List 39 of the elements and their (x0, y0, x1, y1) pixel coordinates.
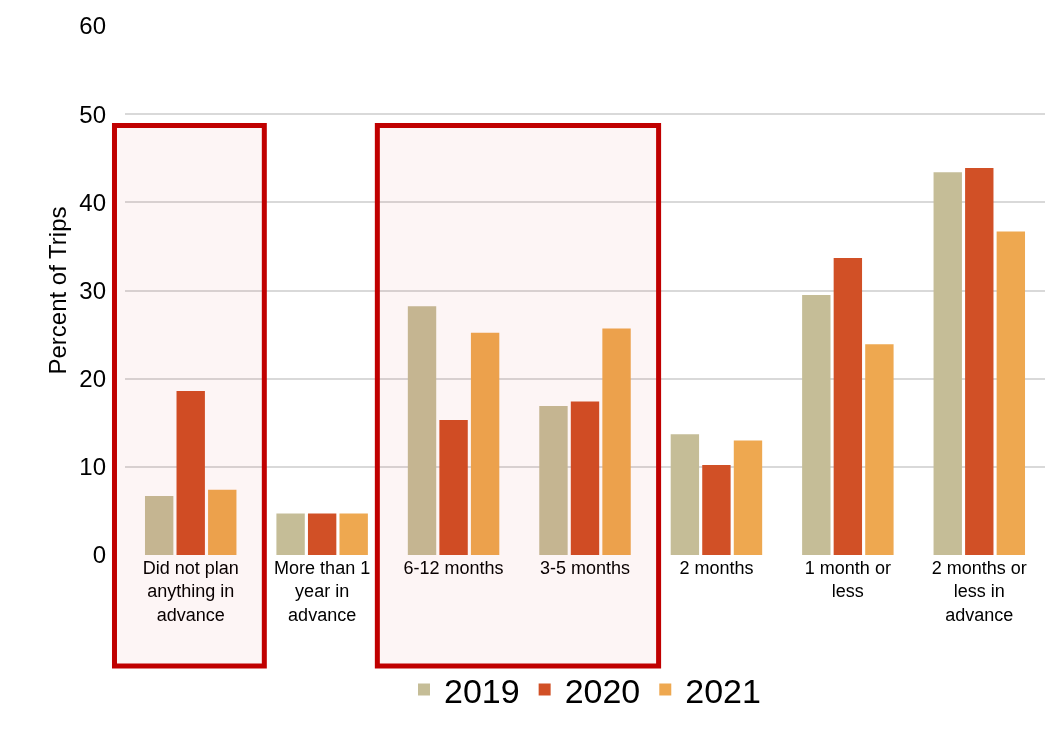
y-tick-label: 30 (79, 276, 106, 304)
x-tick-label: 1 month or less (804, 558, 891, 602)
bar (865, 344, 894, 555)
bar (996, 231, 1026, 555)
legend-label: 2021 (685, 671, 761, 710)
bar (733, 440, 763, 555)
y-tick-label: 50 (79, 100, 106, 128)
bar (470, 332, 500, 555)
x-tick-label: 2 months (679, 558, 754, 578)
bar (702, 465, 731, 555)
bar (833, 257, 863, 555)
bar (307, 513, 337, 555)
y-axis-title: Percent of Trips (44, 206, 72, 375)
bar (933, 172, 962, 555)
x-tick-label: 3-5 months (539, 558, 631, 578)
bar (339, 513, 368, 555)
bar (439, 420, 468, 555)
y-tick-label: 0 (92, 541, 106, 569)
bar (602, 328, 631, 555)
bar (965, 167, 994, 555)
x-tick-label: More than 1 year in advance (274, 558, 371, 625)
bar (670, 434, 700, 555)
bar (407, 306, 437, 555)
bar (176, 391, 205, 555)
y-tick-label: 60 (79, 12, 106, 40)
x-tick-label: Did not plan anything in advance (142, 558, 239, 625)
bar (144, 495, 174, 555)
x-tick-label: 6-12 months (403, 558, 504, 578)
bar (208, 489, 237, 555)
y-tick-label: 40 (79, 188, 106, 216)
y-tick-label: 10 (79, 453, 106, 481)
bar (276, 513, 305, 555)
legend-label: 2020 (564, 671, 641, 710)
y-tick-label: 20 (79, 365, 106, 393)
bar (802, 294, 831, 555)
x-tick-label: 2 months or less in advance (931, 558, 1027, 625)
bar (570, 401, 600, 555)
legend-label: 2019 (444, 671, 520, 710)
bar (539, 406, 568, 555)
